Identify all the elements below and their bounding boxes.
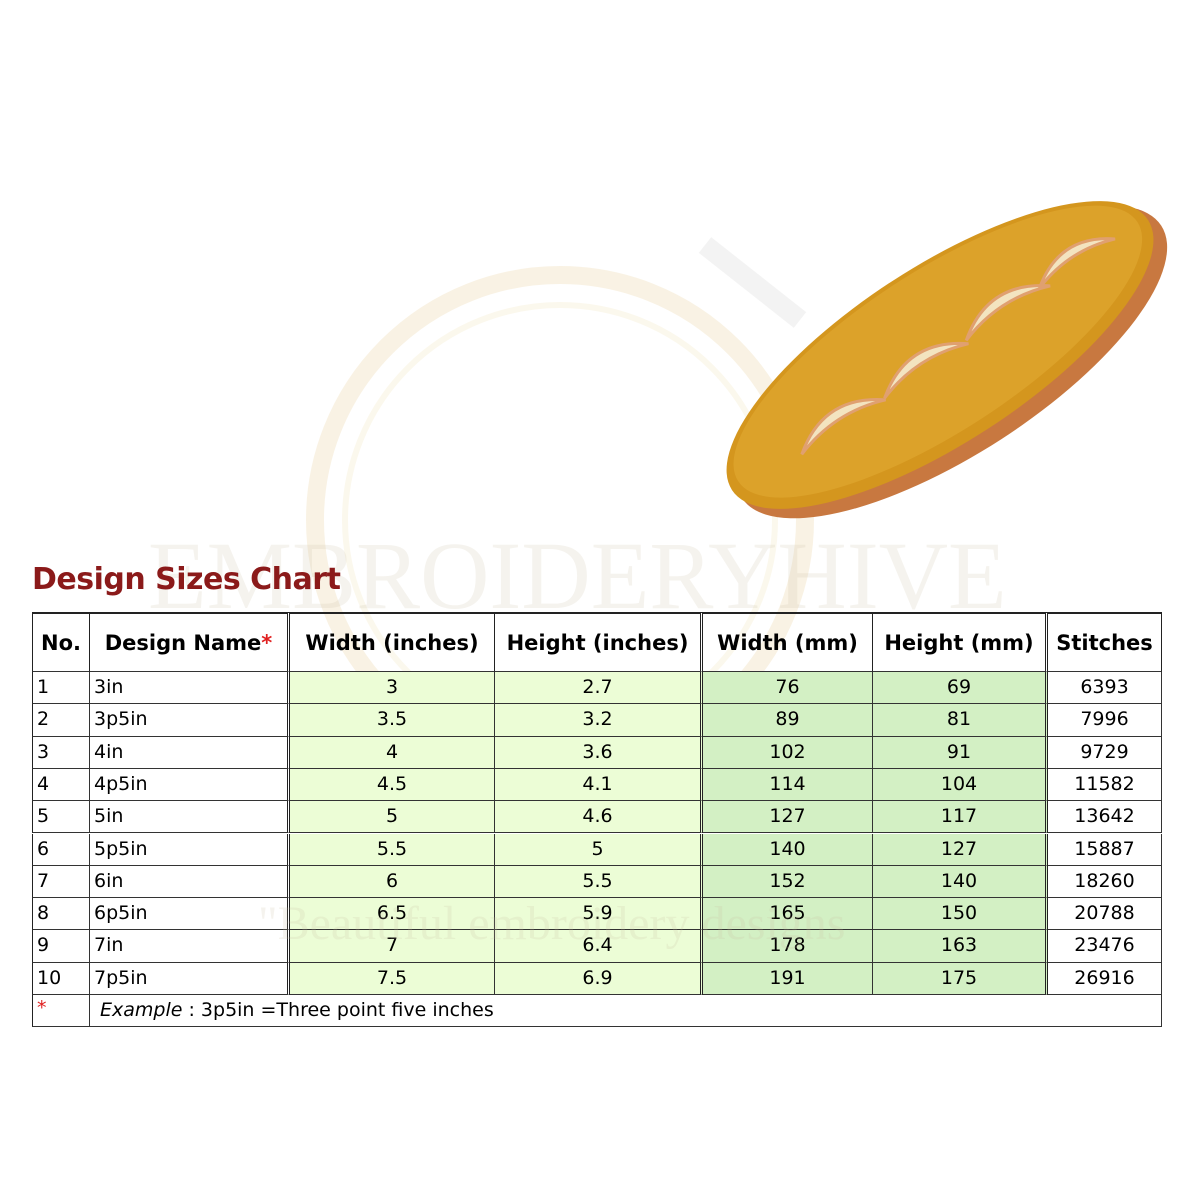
table-cell: 13642	[1048, 801, 1162, 834]
table-cell: 5.9	[495, 898, 703, 931]
title: Design Sizes Chart	[32, 562, 341, 597]
table-cell: 15887	[1048, 833, 1162, 866]
table-cell: 5	[495, 833, 703, 866]
table-cell: 7in	[90, 930, 290, 963]
table-cell: 104	[873, 768, 1048, 802]
table-cell: 175	[873, 962, 1048, 995]
table-cell: 69	[873, 672, 1048, 705]
table-cell: 152	[703, 865, 873, 899]
table-cell: 3.2	[495, 704, 703, 737]
table-cell: 178	[703, 930, 873, 963]
table-cell: 140	[873, 865, 1048, 899]
table-cell: 3p5in	[90, 704, 290, 737]
bread	[726, 201, 1168, 519]
table-cell: 3in	[90, 672, 290, 705]
header-cell: Height (mm)	[873, 612, 1048, 672]
table-cell: 6in	[90, 865, 290, 899]
table-cell: 6393	[1048, 672, 1162, 705]
table-cell: 26916	[1048, 962, 1162, 995]
table-cell: 6	[32, 833, 90, 866]
table-cell: 3	[32, 736, 90, 769]
table-cell: 89	[703, 704, 873, 737]
header-cell: Design Name*	[90, 612, 290, 672]
table-cell: 23476	[1048, 930, 1162, 963]
table-cell: 10	[32, 962, 90, 995]
table-cell: 163	[873, 930, 1048, 963]
table-cell: 5p5in	[90, 833, 290, 866]
footnote-text: : 3p5in =Three point five inches	[182, 999, 494, 1021]
watermark-brand: EMBROIDERYHIVE	[148, 522, 1007, 629]
table-cell: 6.9	[495, 962, 703, 995]
table-cell: 6.4	[495, 930, 703, 963]
table-cell: 7p5in	[90, 962, 290, 995]
table-cell: 114	[703, 768, 873, 802]
table-cell: 5.5	[290, 833, 495, 866]
footnote-label: Example	[100, 999, 183, 1021]
table-cell: 191	[703, 962, 873, 995]
header-cell: Width (mm)	[703, 612, 873, 672]
table-cell: 3.6	[495, 736, 703, 769]
table-cell: 150	[873, 898, 1048, 931]
table-cell: 3	[290, 672, 495, 705]
table-cell: 4	[290, 736, 495, 769]
table-cell: 8	[32, 898, 90, 931]
table-cell: 117	[873, 801, 1048, 834]
table-cell: 7	[290, 930, 495, 963]
table-cell: 11582	[1048, 768, 1162, 802]
table-cell: 5in	[90, 801, 290, 834]
table-cell: 4	[32, 768, 90, 802]
table-cell: 4p5in	[90, 768, 290, 802]
table-cell: 140	[703, 833, 873, 866]
table-cell: 127	[703, 801, 873, 834]
table-cell: 127	[873, 833, 1048, 866]
table-cell: 5.5	[495, 865, 703, 899]
footnote-marker: *	[32, 995, 90, 1027]
table-cell: 18260	[1048, 865, 1162, 899]
table-cell: 4in	[90, 736, 290, 769]
table-cell: 3.5	[290, 704, 495, 737]
table-cell: 2.7	[495, 672, 703, 705]
footnote: Example : 3p5in =Three point five inches	[90, 995, 1162, 1027]
table-cell: 6p5in	[90, 898, 290, 931]
table-cell: 20788	[1048, 898, 1162, 931]
table-cell: 1	[32, 672, 90, 705]
table-cell: 5	[32, 801, 90, 834]
table-cell: 102	[703, 736, 873, 769]
table-cell: 4.6	[495, 801, 703, 834]
required-marker: *	[261, 631, 273, 655]
table-cell: 91	[873, 736, 1048, 769]
header-cell: Width (inches)	[290, 612, 495, 672]
table-cell: 4.1	[495, 768, 703, 802]
table-cell: 6.5	[290, 898, 495, 931]
header-cell: Height (inches)	[495, 612, 703, 672]
watermark-tagline: "Beautiful embroidery designs	[258, 897, 846, 950]
table-cell: 7.5	[290, 962, 495, 995]
table-cell: 4.5	[290, 768, 495, 802]
table-cell: 6	[290, 865, 495, 899]
table-cell: 81	[873, 704, 1048, 737]
table-cell: 9729	[1048, 736, 1162, 769]
table-cell: 7996	[1048, 704, 1162, 737]
table-cell: 7	[32, 865, 90, 899]
table-cell: 76	[703, 672, 873, 705]
table-cell: 5	[290, 801, 495, 834]
table-cell: 2	[32, 704, 90, 737]
header-cell: Stitches	[1048, 612, 1162, 672]
table-cell: 9	[32, 930, 90, 963]
header-cell: No.	[32, 612, 90, 672]
table-cell: 165	[703, 898, 873, 931]
